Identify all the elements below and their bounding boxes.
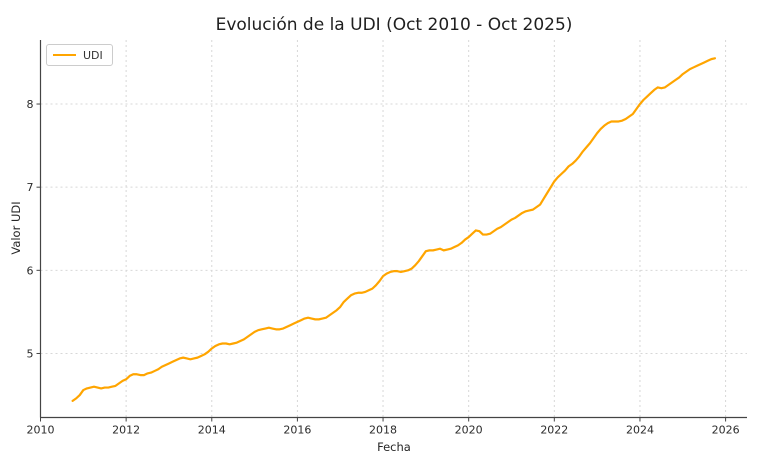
legend: UDI: [46, 44, 113, 66]
x-axis-label: Fecha: [377, 440, 411, 454]
y-axis-label: Valor UDI: [9, 201, 23, 255]
udi-line-series: [71, 57, 716, 402]
x-tick-label: 2020: [455, 424, 483, 437]
y-tick-label: 8: [27, 98, 34, 111]
y-tick-label: 5: [27, 347, 34, 360]
legend-line-swatch: [53, 54, 76, 56]
x-tick-label: 2010: [27, 424, 55, 437]
x-tick-label: 2022: [540, 424, 568, 437]
x-tick-label: 2016: [283, 424, 311, 437]
x-tick-label: 2014: [198, 424, 226, 437]
chart-title: Evolución de la UDI (Oct 2010 - Oct 2025…: [215, 15, 573, 35]
x-tick-label: 2026: [712, 424, 740, 437]
y-tick-label: 6: [27, 264, 34, 277]
x-tick-label: 2012: [112, 424, 140, 437]
legend-series-label: UDI: [83, 48, 103, 62]
x-tick-label: 2018: [369, 424, 397, 437]
y-tick-label: 7: [27, 181, 34, 194]
x-tick-label: 2024: [626, 424, 654, 437]
